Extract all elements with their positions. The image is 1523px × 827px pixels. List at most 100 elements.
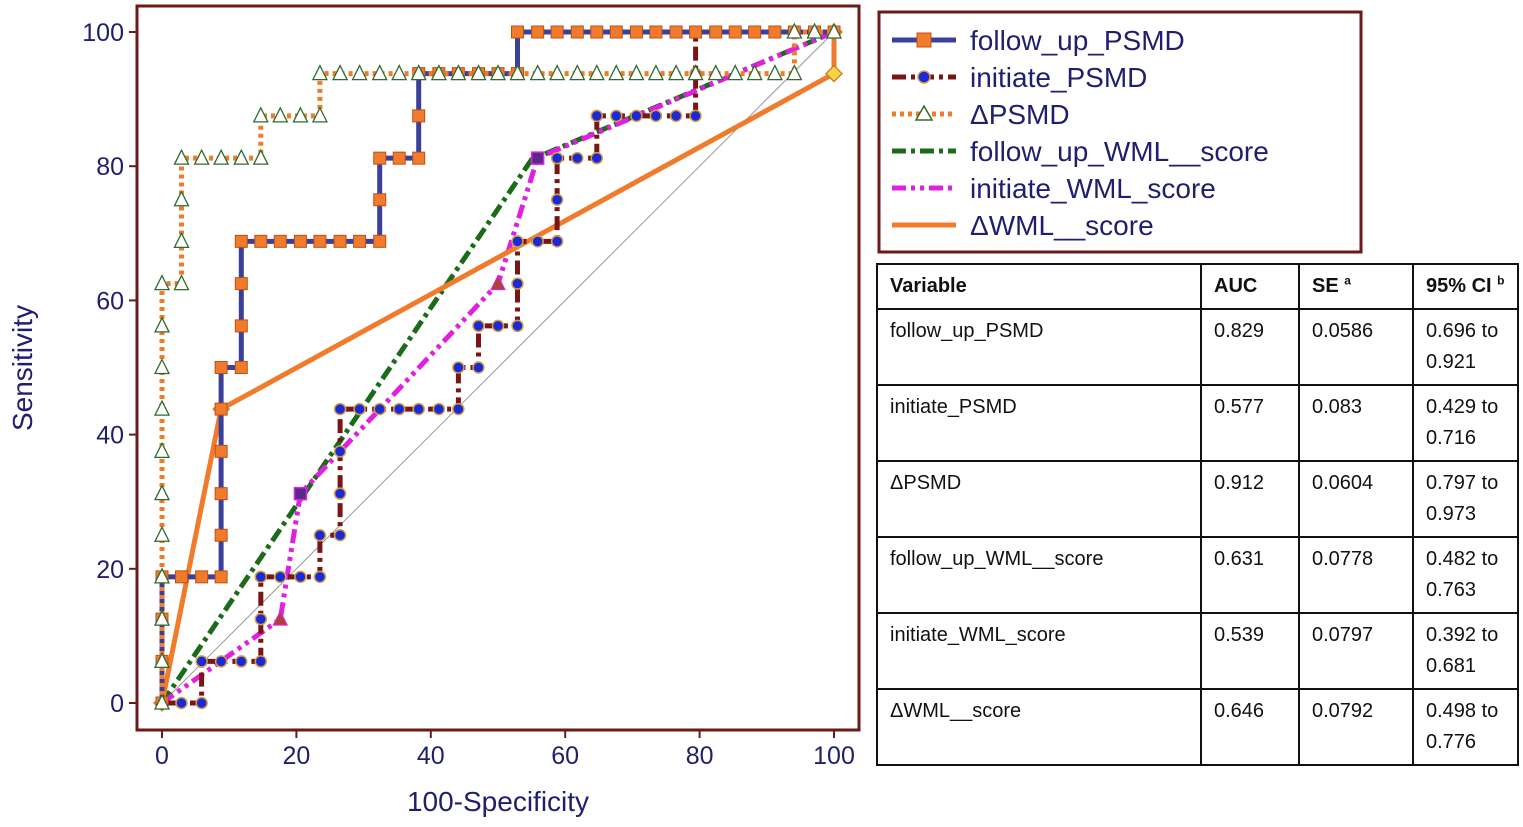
data-point-circle	[313, 570, 327, 584]
table-header-row: Variable AUC SE a 95% CI b	[876, 263, 1519, 310]
data-point-circle	[333, 487, 347, 500]
data-point-square	[392, 151, 406, 165]
header-auc: AUC	[1200, 263, 1300, 310]
data-point-triangle	[193, 148, 210, 165]
legend-marker-follow-up-psmd	[916, 32, 932, 48]
legend: follow_up_PSMD initiate_PSMD ΔPSMD follo…	[892, 25, 1269, 241]
data-point-circle	[452, 402, 465, 416]
data-point-triangle	[213, 148, 230, 165]
data-point-triangle	[311, 106, 328, 123]
data-point-triangle	[153, 399, 171, 416]
reference-diagonal	[161, 31, 835, 704]
data-point-square	[254, 234, 268, 248]
data-point-circle	[511, 277, 524, 290]
cell-variable: initiate_WML_score	[876, 612, 1202, 690]
data-point-circle	[689, 109, 702, 123]
x-tick-label: 100	[813, 742, 855, 770]
legend-box	[877, 10, 1363, 254]
data-point-square	[550, 25, 564, 39]
data-point-square	[709, 25, 723, 39]
data-point-square	[234, 361, 248, 374]
data-point-square	[293, 234, 307, 248]
data-point-circle	[313, 529, 327, 542]
data-point-triangle	[786, 64, 803, 81]
data-point-circle	[550, 151, 564, 165]
cell-variable: ΔPSMD	[876, 460, 1202, 538]
data-point-triangle	[470, 64, 487, 81]
data-point-square	[214, 361, 228, 374]
x-axis-label: 100-Specificity	[407, 786, 589, 817]
x-tick-label: 60	[551, 742, 579, 770]
y-tick-label: 40	[96, 422, 124, 450]
data-point-square	[531, 25, 545, 39]
cell-ci: 0.429 to 0.716	[1412, 384, 1519, 462]
data-point-square	[412, 109, 426, 123]
data-point-triangle	[707, 64, 724, 81]
data-point-circle	[274, 570, 287, 584]
cell-ci: 0.797 to 0.973	[1412, 460, 1519, 538]
data-point-triangle	[608, 64, 625, 81]
data-point-square	[649, 25, 663, 39]
table-row: initiate_WML_score 0.539 0.0797 0.392 to…	[876, 612, 1519, 690]
data-point-circle	[175, 696, 188, 710]
cell-se: 0.083	[1298, 384, 1414, 462]
data-point-square	[214, 528, 228, 542]
table-row: ΔWML__score 0.646 0.0792 0.498 to 0.776	[876, 688, 1519, 766]
data-point-square	[174, 570, 188, 584]
y-axis-label: Sensitivity	[7, 305, 38, 431]
header-se: SE a	[1298, 263, 1414, 310]
cell-ci: 0.696 to 0.921	[1412, 308, 1519, 386]
data-point-square	[214, 402, 228, 416]
data-point-circle	[511, 235, 524, 248]
data-point-circle	[550, 235, 564, 248]
data-point-circle	[254, 570, 268, 584]
data-point-triangle	[153, 567, 171, 584]
data-point-triangle	[569, 64, 586, 81]
y-tick-label: 80	[96, 153, 124, 181]
data-point-triangle	[668, 64, 685, 81]
legend-label-delta-psmd: ΔPSMD	[970, 99, 1070, 130]
table-row: follow_up_PSMD 0.829 0.0586 0.696 to 0.92…	[876, 308, 1519, 386]
data-point-square	[214, 444, 228, 458]
y-tick-label: 60	[96, 287, 124, 315]
data-point-circle	[649, 109, 663, 123]
data-point-square	[530, 151, 545, 165]
data-point-square	[234, 319, 248, 333]
data-point-circle	[531, 235, 544, 248]
data-point-triangle	[806, 22, 823, 39]
data-point-square	[373, 234, 387, 248]
series-layer	[153, 22, 843, 712]
cell-auc: 0.631	[1200, 536, 1300, 614]
data-point-circle	[491, 319, 505, 333]
data-point-triangle	[233, 148, 250, 165]
data-point-circle	[333, 402, 347, 416]
data-point-triangle	[311, 64, 328, 81]
data-point-circle	[392, 402, 406, 416]
data-point-triangle	[825, 22, 843, 39]
legend-label-follow-up-psmd: follow_up_PSMD	[970, 25, 1185, 56]
cell-auc: 0.829	[1200, 308, 1300, 386]
data-point-circle	[412, 402, 425, 416]
legend-label-initiate-wml: initiate_WML_score	[970, 173, 1216, 204]
cell-auc: 0.912	[1200, 460, 1300, 538]
data-point-circle	[472, 319, 485, 333]
data-point-triangle	[687, 64, 704, 81]
data-point-triangle	[272, 106, 289, 123]
data-point-triangle	[153, 316, 171, 333]
data-point-triangle	[351, 64, 368, 81]
data-point-square	[214, 570, 228, 584]
data-point-triangle	[153, 274, 171, 291]
data-point-circle	[373, 402, 386, 416]
data-point-triangle	[252, 148, 269, 165]
data-point-square	[590, 25, 604, 39]
data-point-square	[214, 487, 228, 501]
data-point-triangle	[252, 106, 269, 123]
cell-se: 0.0797	[1298, 612, 1414, 690]
data-point-triangle	[153, 651, 171, 669]
data-point-circle	[235, 655, 248, 668]
data-point-triangle	[292, 106, 309, 123]
cell-ci: 0.498 to 0.776	[1412, 688, 1519, 766]
data-point-triangle	[727, 64, 744, 81]
legend-label-follow-up-wml: follow_up_WML__score	[970, 136, 1269, 167]
